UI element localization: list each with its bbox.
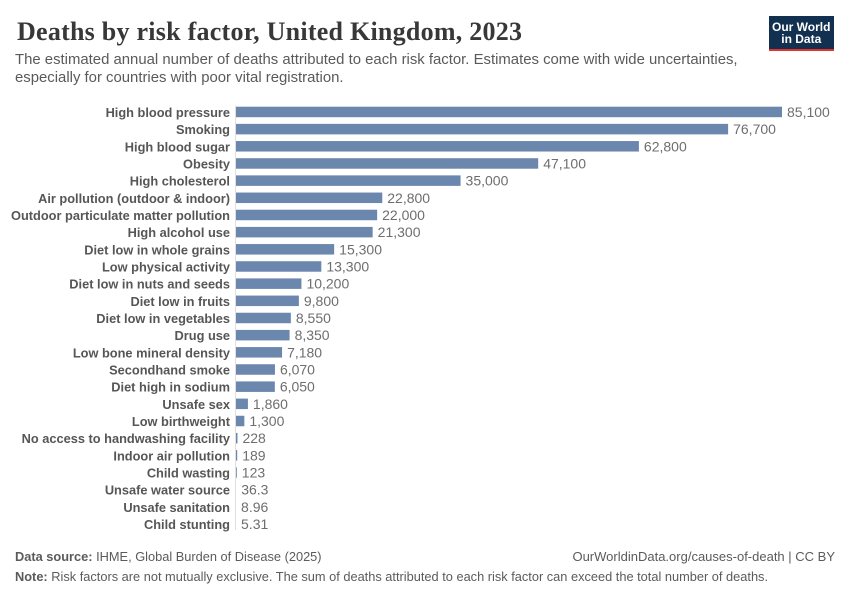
svg-text:6,070: 6,070 bbox=[280, 362, 315, 378]
svg-text:Smoking: Smoking bbox=[176, 122, 230, 137]
svg-text:62,800: 62,800 bbox=[644, 138, 687, 154]
svg-text:21,300: 21,300 bbox=[378, 224, 421, 240]
svg-text:High blood pressure: High blood pressure bbox=[106, 105, 230, 120]
svg-text:Child wasting: Child wasting bbox=[147, 466, 230, 481]
svg-text:8,550: 8,550 bbox=[296, 310, 331, 326]
svg-text:22,800: 22,800 bbox=[387, 190, 430, 206]
svg-text:228: 228 bbox=[242, 430, 266, 446]
svg-text:1,860: 1,860 bbox=[253, 396, 288, 412]
svg-text:22,000: 22,000 bbox=[382, 207, 425, 223]
svg-text:Unsafe sex: Unsafe sex bbox=[162, 397, 230, 412]
svg-text:189: 189 bbox=[242, 447, 266, 463]
svg-text:No access to handwashing facil: No access to handwashing facility bbox=[22, 431, 231, 446]
svg-text:8,350: 8,350 bbox=[295, 327, 330, 343]
svg-text:1,300: 1,300 bbox=[249, 413, 284, 429]
svg-text:Diet low in nuts and seeds: Diet low in nuts and seeds bbox=[69, 277, 230, 292]
svg-text:85,100: 85,100 bbox=[787, 104, 830, 120]
svg-text:Air pollution (outdoor & indoo: Air pollution (outdoor & indoor) bbox=[38, 191, 230, 206]
svg-text:76,700: 76,700 bbox=[733, 121, 776, 137]
svg-text:High cholesterol: High cholesterol bbox=[130, 174, 230, 189]
svg-text:36.3: 36.3 bbox=[241, 482, 268, 498]
svg-text:35,000: 35,000 bbox=[466, 173, 509, 189]
svg-text:Low birthweight: Low birthweight bbox=[132, 414, 231, 429]
svg-text:Indoor air pollution: Indoor air pollution bbox=[113, 448, 230, 463]
svg-text:123: 123 bbox=[242, 465, 266, 481]
svg-text:High blood sugar: High blood sugar bbox=[125, 139, 230, 154]
svg-text:High alcohol use: High alcohol use bbox=[128, 225, 230, 240]
svg-text:9,800: 9,800 bbox=[304, 293, 339, 309]
svg-text:Low bone mineral density: Low bone mineral density bbox=[73, 345, 231, 360]
svg-text:10,200: 10,200 bbox=[306, 276, 349, 292]
svg-text:Obesity: Obesity bbox=[183, 156, 231, 171]
svg-text:Low physical activity: Low physical activity bbox=[102, 259, 231, 274]
svg-text:Unsafe sanitation: Unsafe sanitation bbox=[123, 500, 230, 515]
svg-text:Outdoor particulate matter pol: Outdoor particulate matter pollution bbox=[11, 208, 230, 223]
svg-text:15,300: 15,300 bbox=[339, 241, 382, 257]
svg-text:Diet low in fruits: Diet low in fruits bbox=[130, 294, 230, 309]
svg-text:Drug use: Drug use bbox=[175, 328, 230, 343]
svg-text:6,050: 6,050 bbox=[280, 379, 315, 395]
svg-text:Diet high in sodium: Diet high in sodium bbox=[111, 380, 230, 395]
svg-text:Child stunting: Child stunting bbox=[144, 517, 230, 532]
svg-text:Secondhand smoke: Secondhand smoke bbox=[109, 363, 230, 378]
svg-text:47,100: 47,100 bbox=[543, 155, 586, 171]
svg-text:5.31: 5.31 bbox=[241, 516, 268, 532]
svg-text:Unsafe water source: Unsafe water source bbox=[105, 483, 230, 498]
svg-text:Diet low in vegetables: Diet low in vegetables bbox=[96, 311, 230, 326]
svg-text:8.96: 8.96 bbox=[241, 499, 268, 515]
svg-text:13,300: 13,300 bbox=[326, 258, 369, 274]
svg-text:Diet low in whole grains: Diet low in whole grains bbox=[84, 242, 230, 257]
svg-text:7,180: 7,180 bbox=[287, 344, 322, 360]
